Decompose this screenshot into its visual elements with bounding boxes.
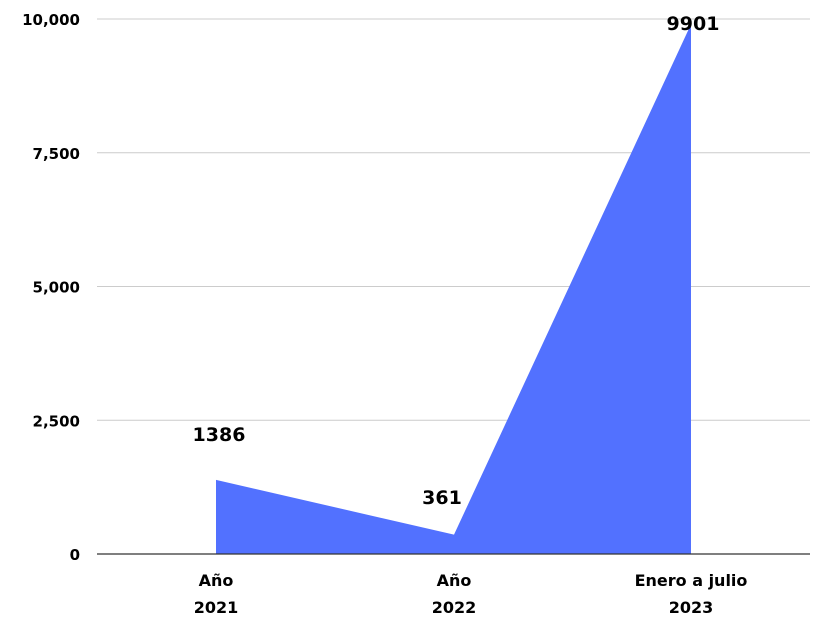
x-tick-label: 2023 [669,598,714,617]
x-tick-label: Enero a julio [635,571,748,590]
gridlines [97,18,810,421]
x-tick-label: Año [199,571,234,590]
y-tick-label: 10,000 [22,11,80,29]
y-axis-tick-labels: 0 2,500 5,000 7,500 10,000 [22,11,80,564]
y-tick-label: 2,500 [33,412,80,430]
y-tick-label: 0 [70,546,80,564]
data-labels: 1386 361 9901 [193,13,720,509]
data-label: 9901 [667,13,720,35]
area-fill [216,24,691,554]
x-axis-tick-labels: Año 2021 Año 2022 Enero a julio 2023 [194,571,748,617]
y-tick-label: 5,000 [33,279,80,297]
y-tick-label: 7,500 [33,145,80,163]
x-tick-label: 2021 [194,598,239,617]
x-tick-label: Año [437,571,472,590]
x-tick-label: 2022 [432,598,477,617]
data-label: 1386 [193,424,246,446]
area-series [216,24,691,554]
data-label: 361 [422,487,462,509]
